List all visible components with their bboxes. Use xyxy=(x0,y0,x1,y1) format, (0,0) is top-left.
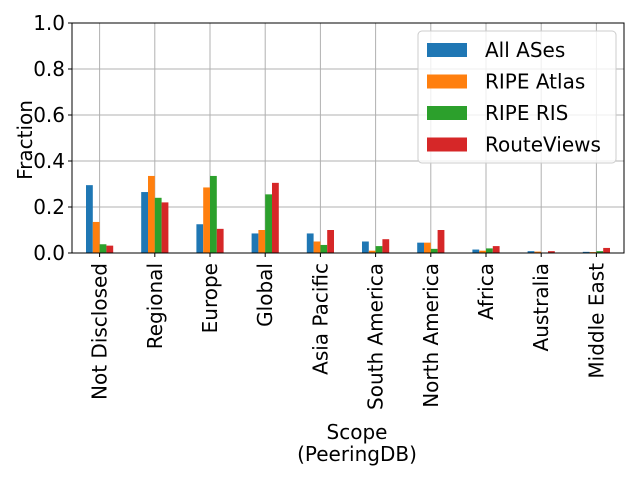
y-axis-label: Fraction xyxy=(13,100,37,180)
bars xyxy=(86,175,610,253)
legend: All ASes RIPE Atlas RIPE RIS RouteViews xyxy=(417,30,617,164)
x-tick-label: Africa xyxy=(474,263,498,320)
bar xyxy=(99,244,107,253)
bar xyxy=(141,192,148,253)
bar xyxy=(417,242,424,253)
legend-label: All ASes xyxy=(485,38,565,62)
bar xyxy=(320,244,328,253)
legend-swatch xyxy=(427,106,467,120)
x-tick-label: South America xyxy=(364,263,388,410)
y-tick-label: 0.8 xyxy=(33,57,65,81)
bar xyxy=(368,250,376,253)
bar xyxy=(265,194,272,253)
bar xyxy=(210,175,217,253)
plot-frame xyxy=(71,22,625,254)
y-tick-label: 0.6 xyxy=(33,103,65,127)
y-tick-label: 1.0 xyxy=(33,11,65,35)
bar xyxy=(92,221,100,253)
x-axis-label: Scope (PeeringDB) xyxy=(297,420,417,466)
y-axis-ticks: 0.0 0.2 0.4 0.6 0.8 1.0 xyxy=(33,11,72,265)
bar xyxy=(106,245,114,253)
bar xyxy=(86,185,93,253)
bar xyxy=(437,230,445,253)
bar xyxy=(486,248,493,253)
bar xyxy=(327,230,334,253)
bar xyxy=(362,241,369,253)
bar xyxy=(375,246,383,253)
x-axis-label-line: Scope xyxy=(327,420,388,444)
x-tick-label: Europe xyxy=(198,263,222,333)
legend-label: RIPE RIS xyxy=(485,101,568,125)
bar xyxy=(492,246,500,253)
legend-label: RIPE Atlas xyxy=(485,70,585,94)
legend-label: RouteViews xyxy=(485,133,601,157)
y-tick-label: 0.2 xyxy=(33,195,65,219)
bar xyxy=(272,182,279,253)
x-tick-label: Asia Pacific xyxy=(308,263,332,375)
bar xyxy=(148,175,155,253)
bar xyxy=(527,251,535,253)
bar xyxy=(596,251,604,253)
bar xyxy=(216,228,224,253)
x-tick-label: North America xyxy=(419,263,443,408)
bar xyxy=(603,247,610,253)
x-tick-label: Middle East xyxy=(584,263,608,379)
bar xyxy=(161,202,169,253)
bar xyxy=(154,197,162,253)
bar xyxy=(472,249,480,253)
bar xyxy=(313,241,321,253)
legend-swatch xyxy=(427,137,467,152)
y-tick-label: 0.0 xyxy=(33,241,65,265)
bar xyxy=(382,239,390,253)
x-axis-label-line: (PeeringDB) xyxy=(297,442,417,466)
legend-swatch xyxy=(427,43,467,57)
legend-box xyxy=(417,30,617,164)
legend-swatch xyxy=(427,74,467,89)
bar xyxy=(203,187,210,253)
bar xyxy=(534,251,542,253)
y-tick-label: 0.4 xyxy=(33,149,65,173)
bar xyxy=(582,251,590,253)
x-axis-ticks: Not Disclosed Regional Europe Global Asia Pa… xyxy=(88,253,608,410)
bar xyxy=(251,233,259,253)
x-tick-label: Global xyxy=(253,263,277,327)
bar xyxy=(424,242,431,253)
bar xyxy=(479,250,486,253)
bar xyxy=(258,230,266,253)
bar xyxy=(306,233,314,253)
x-tick-label: Regional xyxy=(143,263,167,349)
bar xyxy=(548,251,555,253)
bar xyxy=(196,224,204,253)
x-tick-label: Not Disclosed xyxy=(88,263,112,400)
bar xyxy=(430,248,438,253)
x-tick-label: Australia xyxy=(529,263,553,351)
